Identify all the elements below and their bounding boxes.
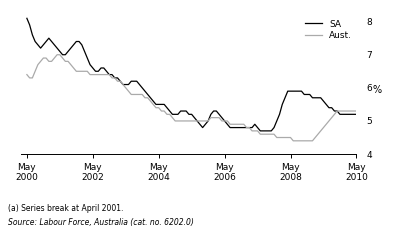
SA <box>354 113 359 116</box>
SA <box>258 130 263 132</box>
Aust. <box>104 73 109 76</box>
Text: Source: Labour Force, Australia (cat. no. 6202.0): Source: Labour Force, Australia (cat. no… <box>8 218 194 227</box>
Aust. <box>25 73 29 76</box>
SA <box>25 17 29 20</box>
Line: SA: SA <box>27 18 357 131</box>
Text: (a) Series break at April 2001.: (a) Series break at April 2001. <box>8 204 123 213</box>
Legend: SA, Aust.: SA, Aust. <box>305 20 352 40</box>
Aust. <box>250 130 254 132</box>
Aust. <box>354 110 359 112</box>
SA <box>335 110 339 112</box>
Aust. <box>291 139 296 142</box>
SA <box>230 126 235 129</box>
Y-axis label: %: % <box>373 84 382 94</box>
Line: Aust.: Aust. <box>27 55 357 141</box>
SA <box>58 50 62 53</box>
Aust. <box>55 53 60 56</box>
SA <box>101 67 106 69</box>
Aust. <box>60 57 65 59</box>
Aust. <box>167 113 172 116</box>
SA <box>164 106 169 109</box>
Aust. <box>337 110 342 112</box>
Aust. <box>233 123 238 126</box>
SA <box>247 126 252 129</box>
